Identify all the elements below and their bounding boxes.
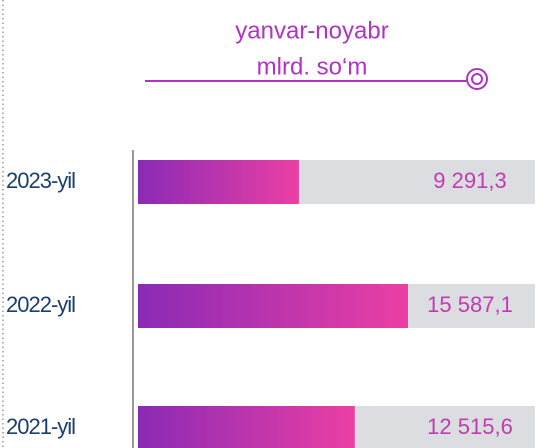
bar [138,406,355,448]
chart-subtitle: mlrd. so‘m [257,53,368,80]
value-label: 12 515,6 [427,414,513,439]
chart-title: yanvar-noyabr [235,17,388,44]
value-label: 15 587,1 [427,292,513,317]
bar [138,284,408,328]
title-ornament [466,68,488,90]
category-label: 2023-yil [6,168,75,193]
bar [138,160,299,204]
category-label: 2021-yil [6,414,75,439]
category-label: 2022-yil [6,292,75,317]
title-ornament [471,73,483,85]
value-label: 9 291,3 [433,168,506,193]
